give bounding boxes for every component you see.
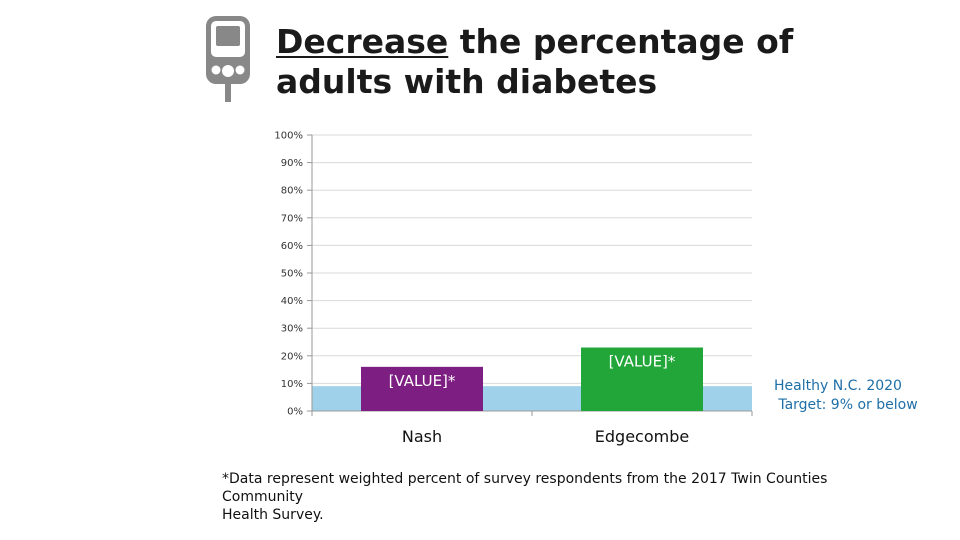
y-tick-label: 40% (281, 296, 303, 307)
y-tick-label: 100% (274, 131, 303, 142)
glucose-meter-icon (206, 16, 250, 102)
footnote: *Data represent weighted percent of surv… (222, 470, 902, 524)
footnote-line1: *Data represent weighted percent of surv… (222, 471, 828, 505)
gridlines (312, 134, 752, 384)
y-tick-label: 60% (281, 241, 303, 252)
x-category-label: Nash (402, 427, 442, 446)
y-tick-label: 30% (281, 324, 303, 335)
y-tick-label: 80% (281, 186, 303, 197)
y-tick-label: 10% (281, 379, 303, 390)
y-tick-label: 70% (281, 213, 303, 224)
labels: 0% 10% 20% 30% 40% 50% 60% 70% 80% 90% 100% Healthy… (274, 131, 917, 447)
y-tick-label: 20% (281, 351, 303, 362)
bar-edgecombe (581, 347, 703, 411)
y-tick-label: 50% (281, 269, 303, 280)
bar-chart: 0% 10% 20% 30% 40% 50% 60% 70% 80% 90% 100% Healthy… (274, 131, 917, 447)
target-label-line1: Healthy N.C. 2020 (774, 378, 902, 394)
title-emphasis: Decrease (276, 22, 449, 61)
data-label: [VALUE]* (609, 353, 676, 371)
title-line2: adults with diabetes (276, 62, 658, 101)
data-label: [VALUE]* (389, 372, 456, 390)
y-tick-label: 90% (281, 158, 303, 169)
x-category-label: Edgecombe (595, 427, 689, 446)
y-tick-label: 0% (287, 407, 303, 418)
bar-nash (361, 366, 483, 411)
title-line1-rest: the percentage of (448, 22, 794, 61)
footnote-line2: Health Survey. (222, 507, 324, 523)
chart-title: Decrease the percentage of adults with di… (276, 22, 796, 102)
target-label-line2: Target: 9% or below (777, 397, 917, 413)
bars (361, 347, 703, 411)
